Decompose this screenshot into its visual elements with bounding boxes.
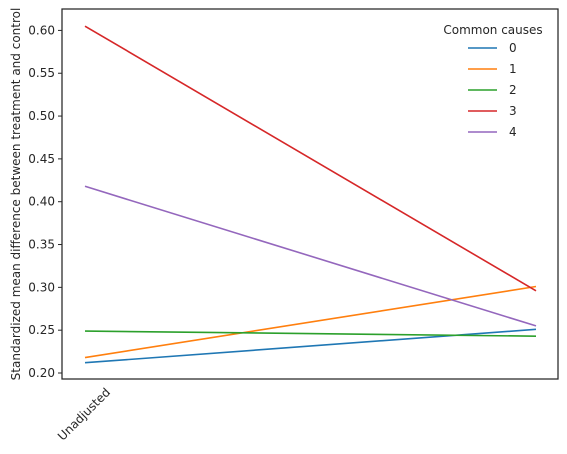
y-tick-label: 0.60 xyxy=(28,23,55,37)
y-tick-label: 0.25 xyxy=(28,323,55,337)
legend-label-3: 3 xyxy=(509,104,517,118)
y-tick-label: 0.40 xyxy=(28,195,55,209)
y-tick-label: 0.50 xyxy=(28,109,55,123)
y-tick-label: 0.30 xyxy=(28,280,55,294)
y-tick-label: 0.55 xyxy=(28,66,55,80)
legend-label-2: 2 xyxy=(509,83,517,97)
legend-label-0: 0 xyxy=(509,41,517,55)
plot-frame xyxy=(61,8,559,380)
series-line-3 xyxy=(84,25,537,292)
y-tick-label: 0.45 xyxy=(28,152,55,166)
series-line-1 xyxy=(84,285,537,359)
legend-entries: 0 1 2 3 4 xyxy=(468,41,517,139)
series-line-2 xyxy=(84,330,537,337)
series-line-4 xyxy=(84,185,537,327)
lines-layer xyxy=(84,25,537,364)
legend-label-1: 1 xyxy=(509,62,517,76)
y-tick-label: 0.35 xyxy=(28,238,55,252)
legend-label-4: 4 xyxy=(509,125,517,139)
y-axis-label: Standardized mean difference between tre… xyxy=(9,8,23,381)
legend: Common causes 0 1 2 3 4 xyxy=(443,23,542,139)
legend-title: Common causes xyxy=(443,23,542,37)
y-ticks: 0.20 0.25 0.30 0.35 0.40 0.45 0.50 0.55 0.60 xyxy=(28,23,62,380)
y-tick-label: 0.20 xyxy=(28,366,55,380)
